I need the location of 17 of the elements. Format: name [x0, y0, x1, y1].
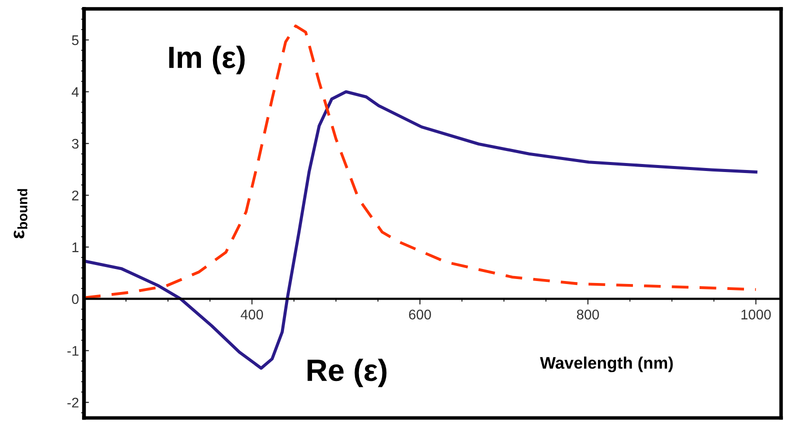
y-tick-label: 2: [72, 190, 78, 200]
y-axis-title: ε$_{bound}$: [14, 189, 28, 238]
x-tick-label: 800: [576, 310, 599, 320]
y-tick-label: -2: [67, 398, 78, 408]
y-tick-label: 1: [72, 242, 78, 252]
annotation: Im (ε): [169, 46, 245, 74]
line-series: [84, 24, 758, 300]
x-axis-title: Wavelength (nm): [540, 356, 673, 372]
x-tick-label: 1000: [741, 310, 771, 320]
x-tick-label: 400: [240, 310, 264, 320]
x-tick-label: 600: [409, 310, 431, 320]
y-tick-label: 5: [72, 35, 79, 46]
annotation: Re (ε): [308, 358, 386, 388]
y-tick-label: -1: [67, 346, 78, 356]
y-tick-label: 0: [72, 294, 79, 304]
y-tick-label: 3: [72, 138, 79, 149]
y-tick-label: 4: [72, 87, 79, 97]
